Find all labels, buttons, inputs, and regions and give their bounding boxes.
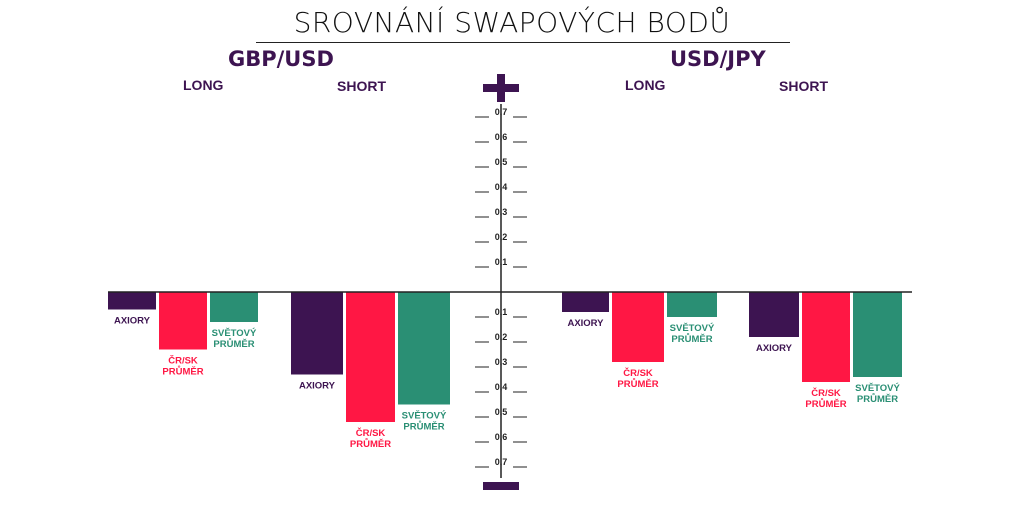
bar-label-axiory: AXIORY <box>299 381 336 392</box>
bar-svet <box>210 292 258 322</box>
bars <box>108 292 902 422</box>
bar-cr_sk <box>612 292 664 362</box>
bar-label-cr_sk: ČR/SK PRŮMĚR <box>350 427 391 450</box>
bar-axiory <box>562 292 609 312</box>
minus-icon <box>483 482 519 490</box>
side-label-usdjpy-short: SHORT <box>779 78 828 94</box>
bar-cr_sk <box>346 292 395 422</box>
plus-icon <box>483 74 519 102</box>
side-label-gbpusd-short: SHORT <box>337 78 386 94</box>
bar-label-svet: SVĚTOVÝ PRŮMĚR <box>402 410 447 433</box>
bar-label-svet: SVĚTOVÝ PRŮMĚR <box>212 327 257 350</box>
side-label-usdjpy-long: LONG <box>625 77 666 93</box>
bar-cr_sk <box>802 292 850 382</box>
bar-label-cr_sk: ČR/SK PRŮMĚR <box>805 387 846 410</box>
bar-label-axiory: AXIORY <box>567 318 604 329</box>
bar-axiory <box>108 292 156 310</box>
bar-cr_sk <box>159 292 207 350</box>
bar-label-cr_sk: ČR/SK PRŮMĚR <box>617 367 658 390</box>
bar-svet <box>398 292 450 405</box>
bar-label-svet: SVĚTOVÝ PRŮMĚR <box>670 322 715 345</box>
bar-label-axiory: AXIORY <box>756 343 793 354</box>
bar-label-cr_sk: ČR/SK PRŮMĚR <box>162 355 203 378</box>
pair-label-usdjpy: USD/JPY <box>670 47 766 71</box>
pair-label-gbpusd: GBP/USD <box>228 47 334 71</box>
bar-svet <box>667 292 717 317</box>
chart-title: SROVNÁNÍ SWAPOVÝCH BODŮ <box>293 6 731 39</box>
bar-axiory <box>291 292 343 375</box>
bar-label-axiory: AXIORY <box>114 316 151 327</box>
bar-svet <box>853 292 902 377</box>
side-label-gbpusd-long: LONG <box>183 77 224 93</box>
bar-axiory <box>749 292 799 337</box>
title-underline <box>256 42 790 43</box>
bar-label-svet: SVĚTOVÝ PRŮMĚR <box>855 382 900 405</box>
bar-labels: AXIORY ČR/SK PRŮMĚR SVĚTOVÝ PRŮMĚR AXIORY ČR/S… <box>114 316 901 451</box>
